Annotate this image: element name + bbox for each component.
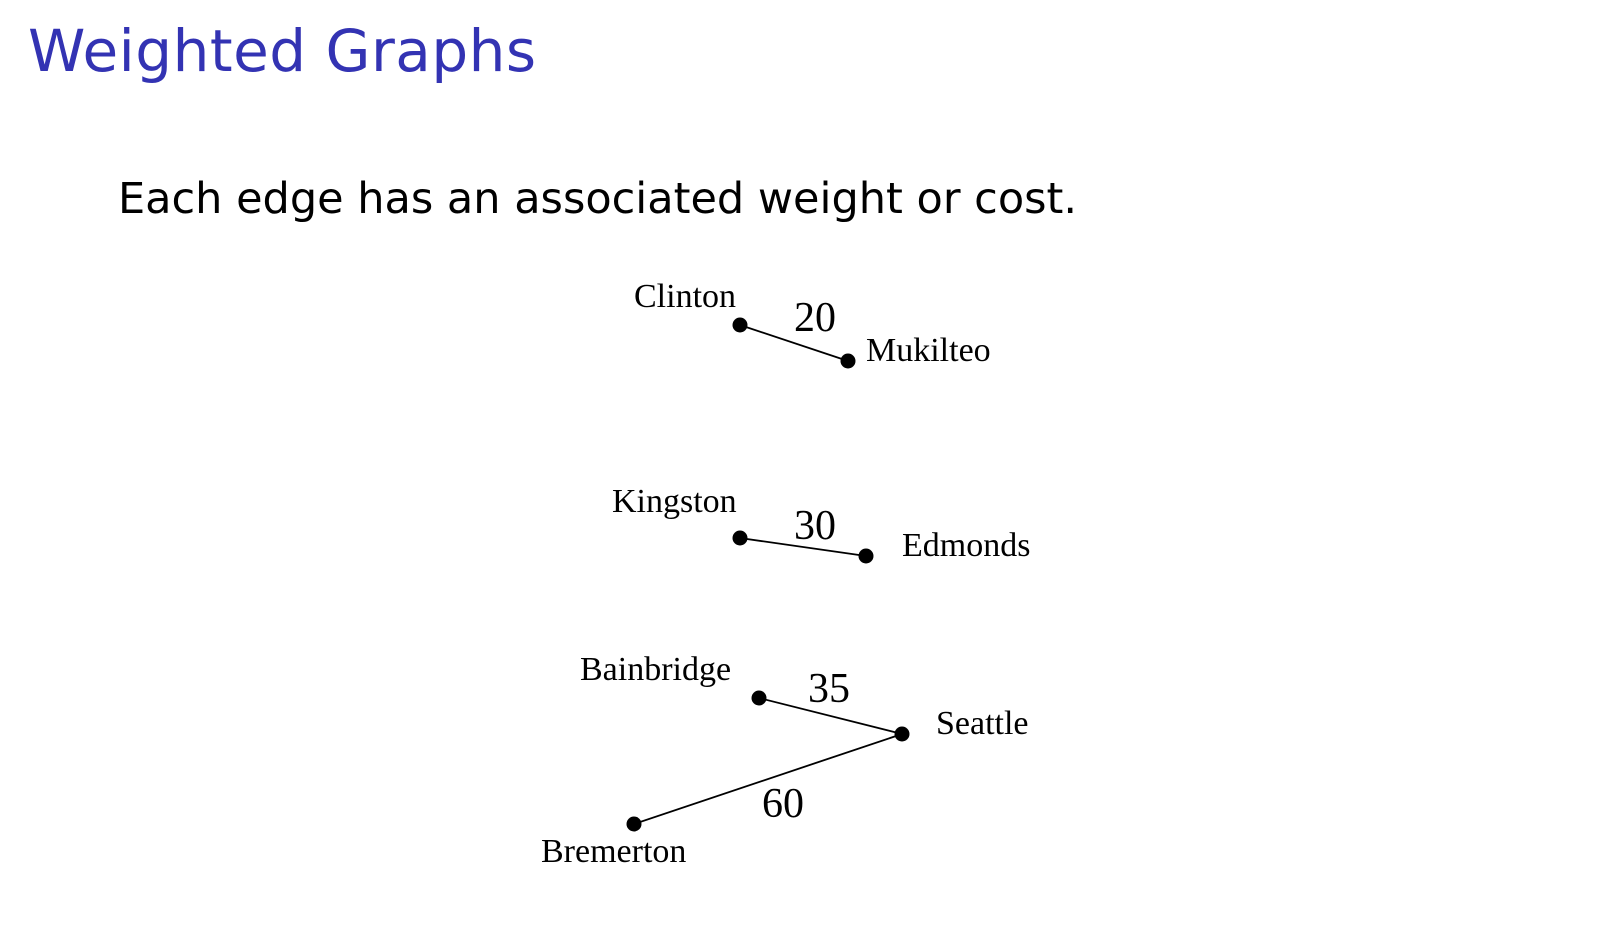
node-label-edmonds: Edmonds	[902, 527, 1030, 564]
slide-body-text: Each edge has an associated weight or co…	[118, 174, 1078, 224]
edges	[633, 324, 903, 825]
node-kingston	[732, 530, 748, 546]
node-label-bainbridge: Bainbridge	[580, 651, 731, 688]
edge-bainbridge-seattle	[758, 697, 903, 735]
nodes	[626, 317, 910, 832]
node-seattle	[894, 726, 910, 742]
edge-weight-clinton-mukilteo: 20	[794, 295, 836, 341]
edge-weight-kingston-edmonds: 30	[794, 503, 836, 549]
node-bainbridge	[751, 690, 767, 706]
edge-weight-bainbridge-seattle: 35	[808, 666, 850, 712]
node-label-mukilteo: Mukilteo	[866, 332, 991, 369]
node-mukilteo	[840, 353, 856, 369]
node-bremerton	[626, 816, 642, 832]
node-clinton	[732, 317, 748, 333]
node-label-bremerton: Bremerton	[541, 833, 686, 870]
node-label-clinton: Clinton	[634, 278, 736, 315]
node-label-kingston: Kingston	[612, 483, 737, 520]
edge-kingston-edmonds	[739, 537, 867, 557]
edge-seattle-bremerton	[633, 733, 903, 825]
node-edmonds	[858, 548, 874, 564]
edge-clinton-mukilteo	[739, 324, 849, 362]
node-label-seattle: Seattle	[936, 705, 1029, 742]
edge-weights: 20 30 35 60	[762, 295, 850, 827]
node-labels: Clinton Mukilteo Kingston Edmonds Bainbr…	[541, 278, 1030, 870]
edge-weight-seattle-bremerton: 60	[762, 781, 804, 827]
slide-title: Weighted Graphs	[28, 17, 537, 85]
